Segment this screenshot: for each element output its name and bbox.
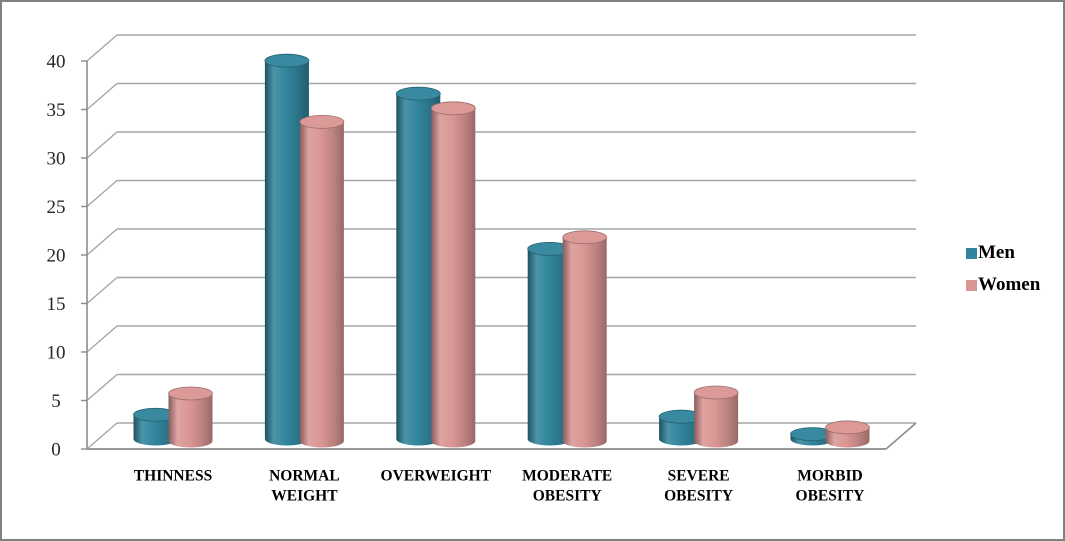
bar-women-normal-weight[interactable] [299, 114, 345, 448]
gridline-diagonal [86, 34, 118, 62]
y-axis-tick-label: 20 [47, 246, 66, 267]
cylinder-bottom [527, 432, 572, 446]
bar-women-thinness[interactable] [168, 386, 213, 448]
legend-label-men: Men [978, 242, 1015, 263]
y-axis-tick-labels: 0 5 10 15 20 25 30 35 40 [47, 52, 66, 461]
gridlines-and-walls [81, 34, 917, 450]
cylinder-bottom [168, 434, 213, 448]
gridline-diagonal [86, 179, 118, 208]
cylinder-top [693, 385, 739, 400]
cylinder-bottom [396, 432, 441, 446]
y-axis-tick-label: 0 [51, 440, 61, 461]
x-axis-category-labels: THINNESS NORMAL WEIGHT OVERWEIGHT MODERATE OB… [134, 468, 865, 505]
gridline-diagonal [86, 228, 118, 256]
bar-women-severe-obesity[interactable] [693, 385, 739, 448]
cylinder-bottom [264, 432, 309, 446]
legend-label-women: Women [978, 274, 1041, 295]
bars-group [133, 53, 870, 448]
cylinder-body [299, 121, 344, 442]
bar-men-severe-obesity[interactable] [658, 409, 704, 446]
x-axis-category-label: NORMAL WEIGHT [269, 468, 340, 505]
gridline-diagonal [86, 373, 118, 402]
cylinder-bottom [133, 432, 178, 446]
gridline-diagonal [86, 82, 118, 111]
y-axis-tick-label: 10 [47, 343, 66, 364]
legend-item-men[interactable]: Men [966, 242, 1040, 263]
legend: Men Women [966, 242, 1040, 310]
x-axis-category-label: SEVERE OBESITY [664, 468, 733, 505]
cylinder-top [168, 386, 213, 401]
cylinder-top [264, 53, 310, 68]
floor-right-edge [885, 422, 917, 450]
gridline-diagonal [86, 276, 118, 305]
cylinder-bottom [562, 434, 607, 448]
cylinder-body [431, 108, 476, 441]
cylinder-bottom [431, 434, 476, 448]
bar-women-overweight[interactable] [430, 101, 476, 448]
y-axis-tick-label: 5 [51, 391, 61, 412]
y-axis-tick-label: 25 [47, 197, 66, 218]
cylinder-top [430, 101, 476, 116]
cylinder-bottom [825, 434, 870, 448]
x-axis-category-label: THINNESS [134, 468, 212, 485]
cylinder-top [562, 230, 608, 245]
bar-women-morbid-obesity[interactable] [825, 420, 870, 448]
cylinder-top [825, 420, 870, 435]
cylinder-top [395, 86, 441, 101]
cylinder-bottom [299, 434, 344, 448]
y-axis-tick-label: 30 [47, 149, 66, 170]
y-axis-tick-label: 15 [47, 294, 66, 315]
y-axis-tick-label: 40 [47, 52, 66, 73]
cylinder-body [168, 393, 213, 441]
legend-swatch-men [966, 247, 977, 259]
gridline-diagonal [86, 325, 118, 353]
cylinder-bottom [694, 434, 739, 448]
y-axis-tick-label: 35 [47, 100, 66, 121]
x-axis-category-label: MORBID OBESITY [796, 468, 865, 505]
bar-men-morbid-obesity[interactable] [790, 427, 835, 446]
cylinder-body [562, 237, 607, 441]
cylinder-top [299, 114, 345, 129]
gridline-diagonal [86, 422, 118, 450]
legend-swatch-women [966, 279, 977, 291]
cylinder-body [694, 392, 739, 441]
legend-item-women[interactable]: Women [966, 274, 1040, 295]
x-axis-category-label: OVERWEIGHT [381, 468, 492, 485]
gridline-diagonal [86, 131, 118, 159]
cylinder-bottom [659, 432, 704, 446]
bar-women-moderate-obesity[interactable] [562, 230, 608, 448]
x-axis-category-label: MODERATE OBESITY [522, 468, 612, 505]
